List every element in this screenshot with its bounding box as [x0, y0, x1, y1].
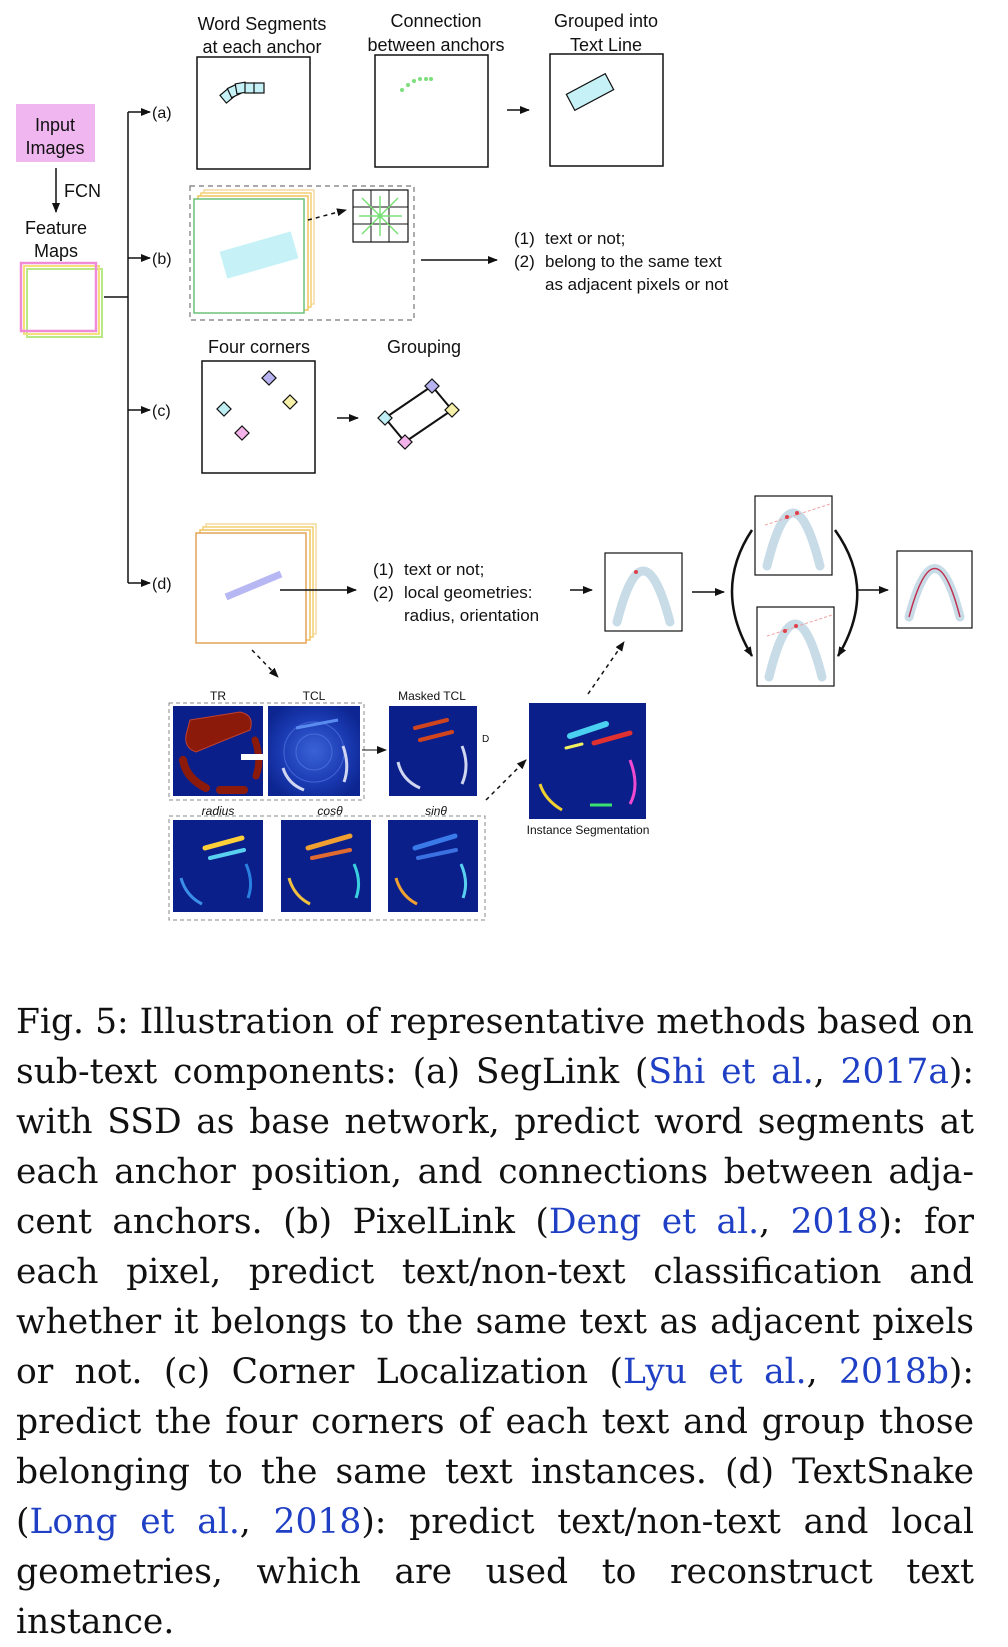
b-out-text3: as adjacent pixels or not: [545, 275, 729, 294]
tcl-map: [268, 706, 360, 796]
tr-map: [173, 706, 263, 796]
citation-lyu-sep: ,: [806, 1351, 840, 1392]
snake-panel-top: [754, 495, 833, 576]
feature-label-line1: Feature: [25, 218, 87, 238]
small-d-label: D: [482, 734, 489, 745]
branch-d-label: (d): [152, 576, 172, 593]
d-out-text1: text or not;: [404, 560, 484, 579]
d-maps-stack: [195, 523, 317, 644]
feature-label-line2: Maps: [34, 241, 78, 261]
caption-text-3: ): for each pixel, predict text/non-text…: [16, 1201, 974, 1392]
loop-arrow-right: [833, 529, 859, 657]
branch-a-label: (a): [152, 105, 172, 122]
b-out-num2: (2): [514, 252, 535, 271]
a-col3-title-line2: Text Line: [570, 35, 642, 55]
tr-tcl-dashed-group: [168, 702, 365, 801]
a-col2-title-line2: between anchors: [367, 35, 504, 55]
citation-shi-year[interactable]: 2017a: [840, 1051, 949, 1092]
cos-label: cosθ: [317, 804, 343, 818]
caption-text-4: ): predict the four corners of each text…: [16, 1351, 975, 1542]
snake-panel-bottom: [756, 606, 835, 687]
citation-shi-author[interactable]: Shi et al.: [648, 1051, 814, 1092]
tcl-label: TCL: [303, 689, 326, 703]
a-col2-title-line1: Connection: [390, 11, 481, 31]
citation-lyu-year[interactable]: 2018b: [839, 1351, 949, 1392]
citation-long-year[interactable]: 2018: [273, 1501, 362, 1542]
a-col1-title-line2: at each anchor: [202, 37, 321, 57]
masked-tcl-map: [389, 706, 477, 796]
feature-maps-icon: [19, 261, 103, 338]
citation-long-author[interactable]: Long et al.: [29, 1501, 240, 1542]
instance-segmentation-map: [529, 703, 646, 819]
d-out-num2: (2): [373, 583, 394, 602]
grouped-corners-icon: [377, 378, 460, 450]
d-out-text3: radius, orientation: [404, 606, 539, 625]
snake-panel-final: [896, 550, 973, 629]
sin-map: [388, 820, 478, 912]
radius-label: radius: [202, 804, 235, 818]
method-diagram: Input Images FCN Feature Maps (a) (b) (c…: [16, 11, 973, 921]
c-corners-panel: [201, 360, 316, 474]
caption-text-5: ): predict text/non-text and local geome…: [16, 1501, 974, 1642]
masked-tcl-label: Masked TCL: [398, 689, 466, 703]
a-grouped-panel: [549, 53, 664, 167]
b-dashed-group: [189, 185, 415, 321]
maps-to-instance-dashed-arrow: [485, 759, 527, 801]
input-label-line1: Input: [35, 115, 75, 135]
c-col2-title: Grouping: [387, 337, 461, 357]
pixel-maps-stack: [193, 189, 315, 314]
text-line-box: [565, 72, 615, 112]
input-label-line2: Images: [25, 138, 84, 158]
figure-caption: Fig. 5: Illustration of representative m…: [16, 997, 974, 1647]
b-out-text1: text or not;: [545, 229, 625, 248]
branch-c-label: (c): [152, 403, 171, 420]
branch-b-label: (b): [152, 251, 172, 268]
cos-map: [281, 820, 371, 912]
corner-diamonds-icon: [216, 370, 298, 441]
b-out-num1: (1): [514, 229, 535, 248]
fcn-label: FCN: [64, 181, 101, 201]
instance-to-snake-dashed-arrow: [587, 641, 625, 695]
a-connection-panel: [374, 54, 489, 168]
citation-deng-author[interactable]: Deng et al.: [548, 1201, 760, 1242]
figure-label: Fig. 5:: [16, 1001, 129, 1042]
b-out-text2: belong to the same text: [545, 252, 722, 271]
d-to-maps-dashed-arrow: [251, 649, 279, 678]
geometry-dashed-group: [168, 815, 486, 921]
a-col1-title-line1: Word Segments: [198, 14, 327, 34]
snake-panel-initial: [604, 552, 683, 632]
input-images-box: [16, 104, 95, 162]
pixel-neighbor-grid-icon: [352, 189, 409, 243]
c-col1-title: Four corners: [208, 337, 310, 357]
caption-text-2: ): with SSD as base network, predict wor…: [16, 1051, 975, 1242]
citation-shi-sep: ,: [813, 1051, 841, 1092]
d-out-num1: (1): [373, 560, 394, 579]
tr-label: TR: [210, 689, 226, 703]
citation-long-sep: ,: [239, 1501, 274, 1542]
instance-segmentation-label: Instance Segmentation: [527, 823, 650, 837]
anchor-links-icon: [400, 77, 433, 92]
loop-arrow-left: [730, 529, 754, 657]
citation-deng-year[interactable]: 2018: [790, 1201, 879, 1242]
citation-deng-sep: ,: [759, 1201, 791, 1242]
d-out-text2: local geometries:: [404, 583, 533, 602]
b-zoom-dashed-arrow: [307, 208, 347, 221]
caption-text-1: Illustration of representative methods b…: [16, 1001, 974, 1092]
sin-label: sinθ: [425, 804, 447, 818]
citation-lyu-author[interactable]: Lyu et al.: [622, 1351, 807, 1392]
word-segments-icon: [219, 81, 265, 104]
a-segments-panel: [196, 56, 311, 170]
a-col3-title-line1: Grouped into: [554, 11, 658, 31]
radius-map: [173, 820, 263, 912]
